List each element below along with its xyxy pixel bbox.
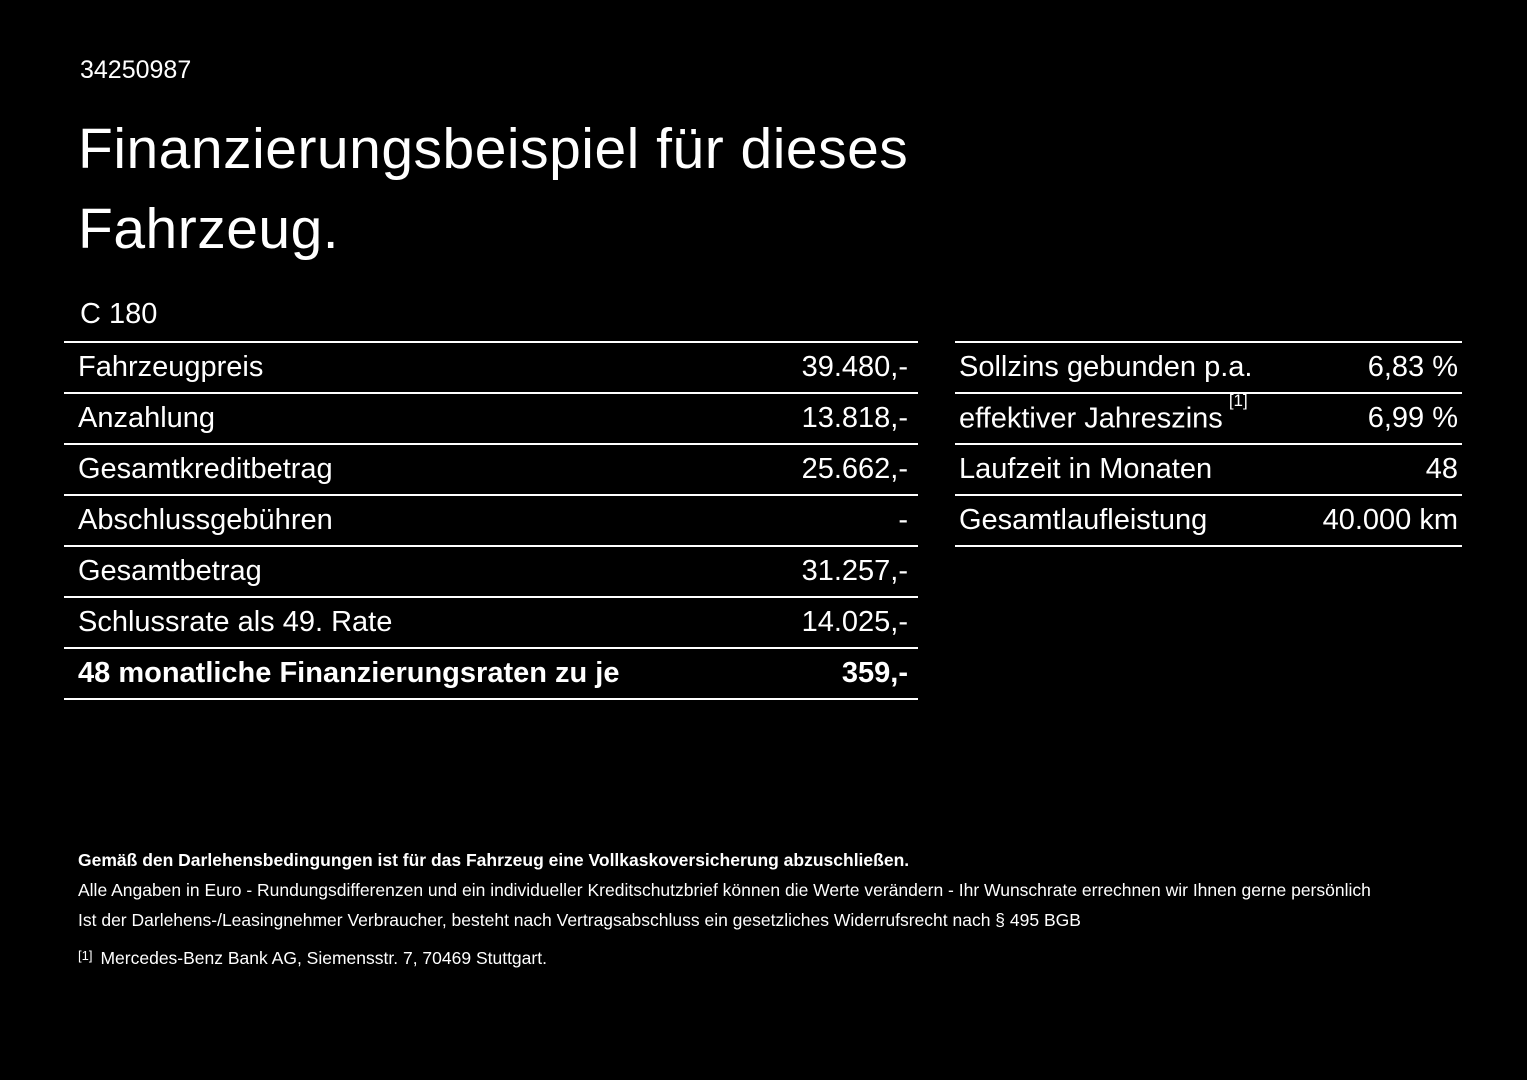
row-label: Gesamtlaufleistung (959, 504, 1208, 536)
row-abschlussgebuehren: Abschlussgebühren - (64, 494, 918, 545)
row-label: Sollzins gebunden p.a. (959, 351, 1253, 383)
row-sollzins: Sollzins gebunden p.a. 6,83 % (955, 341, 1462, 392)
row-value: 359,- (841, 657, 908, 689)
row-label: Gesamtbetrag (78, 555, 262, 587)
row-value: 25.662,- (801, 453, 908, 485)
row-finanzierungsraten: 48 monatliche Finanzierungsraten zu je 3… (64, 647, 918, 700)
row-label: Schlussrate als 49. Rate (78, 606, 393, 638)
row-value: 14.025,- (801, 606, 908, 638)
row-label: Gesamtkreditbetrag (78, 453, 333, 485)
row-anzahlung: Anzahlung 13.818,- (64, 392, 918, 443)
row-value: - (898, 504, 908, 536)
row-label: effektiver Jahreszins[1] (959, 391, 1248, 436)
row-fahrzeugpreis: Fahrzeugpreis 39.480,- (64, 341, 918, 392)
insurance-note: Gemäß den Darlehensbedingungen ist für d… (78, 850, 910, 870)
row-value: 40.000 km (1322, 504, 1458, 536)
row-value: 6,99 % (1367, 402, 1458, 434)
conditions-table: Sollzins gebunden p.a. 6,83 % effektiver… (955, 341, 1462, 547)
row-label-text: effektiver Jahreszins (959, 402, 1223, 435)
row-value: 48 (1425, 453, 1458, 485)
finance-table: Fahrzeugpreis 39.480,- Anzahlung 13.818,… (64, 341, 918, 700)
row-gesamtkreditbetrag: Gesamtkreditbetrag 25.662,- (64, 443, 918, 494)
row-value: 13.818,- (801, 402, 908, 434)
row-label: Abschlussgebühren (78, 504, 333, 536)
euro-note: Alle Angaben in Euro - Rundungsdifferenz… (78, 880, 1371, 900)
row-laufzeit: Laufzeit in Monaten 48 (955, 443, 1462, 494)
row-effektiver-jahreszins: effektiver Jahreszins[1] 6,99 % (955, 391, 1462, 443)
page-title: Finanzierungsbeispiel für dieses Fahrzeug… (78, 110, 908, 270)
row-label: 48 monatliche Finanzierungsraten zu je (78, 657, 620, 689)
row-gesamtlaufleistung: Gesamtlaufleistung 40.000 km (955, 494, 1462, 547)
row-label: Anzahlung (78, 402, 216, 434)
offer-id: 34250987 (80, 56, 192, 84)
row-value: 31.257,- (801, 555, 908, 587)
row-value: 6,83 % (1367, 351, 1458, 383)
vehicle-model: C 180 (80, 298, 158, 330)
footnote-text: Mercedes-Benz Bank AG, Siemensstr. 7, 70… (100, 948, 547, 968)
bank-footnote: [1] Mercedes-Benz Bank AG, Siemensstr. 7,… (78, 943, 1458, 975)
withdrawal-note: Ist der Darlehens-/Leasingnehmer Verbrau… (78, 910, 1081, 930)
footnote-ref: [1] (1228, 390, 1248, 410)
page-title-line-1: Finanzierungsbeispiel für dieses (78, 117, 909, 181)
row-label: Laufzeit in Monaten (959, 453, 1213, 485)
row-label: Fahrzeugpreis (78, 351, 264, 383)
row-schlussrate: Schlussrate als 49. Rate 14.025,- (64, 596, 918, 647)
legal-footer: Gemäß den Darlehensbedingungen ist für d… (78, 845, 1458, 975)
row-gesamtbetrag: Gesamtbetrag 31.257,- (64, 545, 918, 596)
page-title-line-2: Fahrzeug. (78, 196, 340, 261)
row-value: 39.480,- (801, 351, 908, 383)
footnote-marker: [1] (78, 948, 93, 963)
